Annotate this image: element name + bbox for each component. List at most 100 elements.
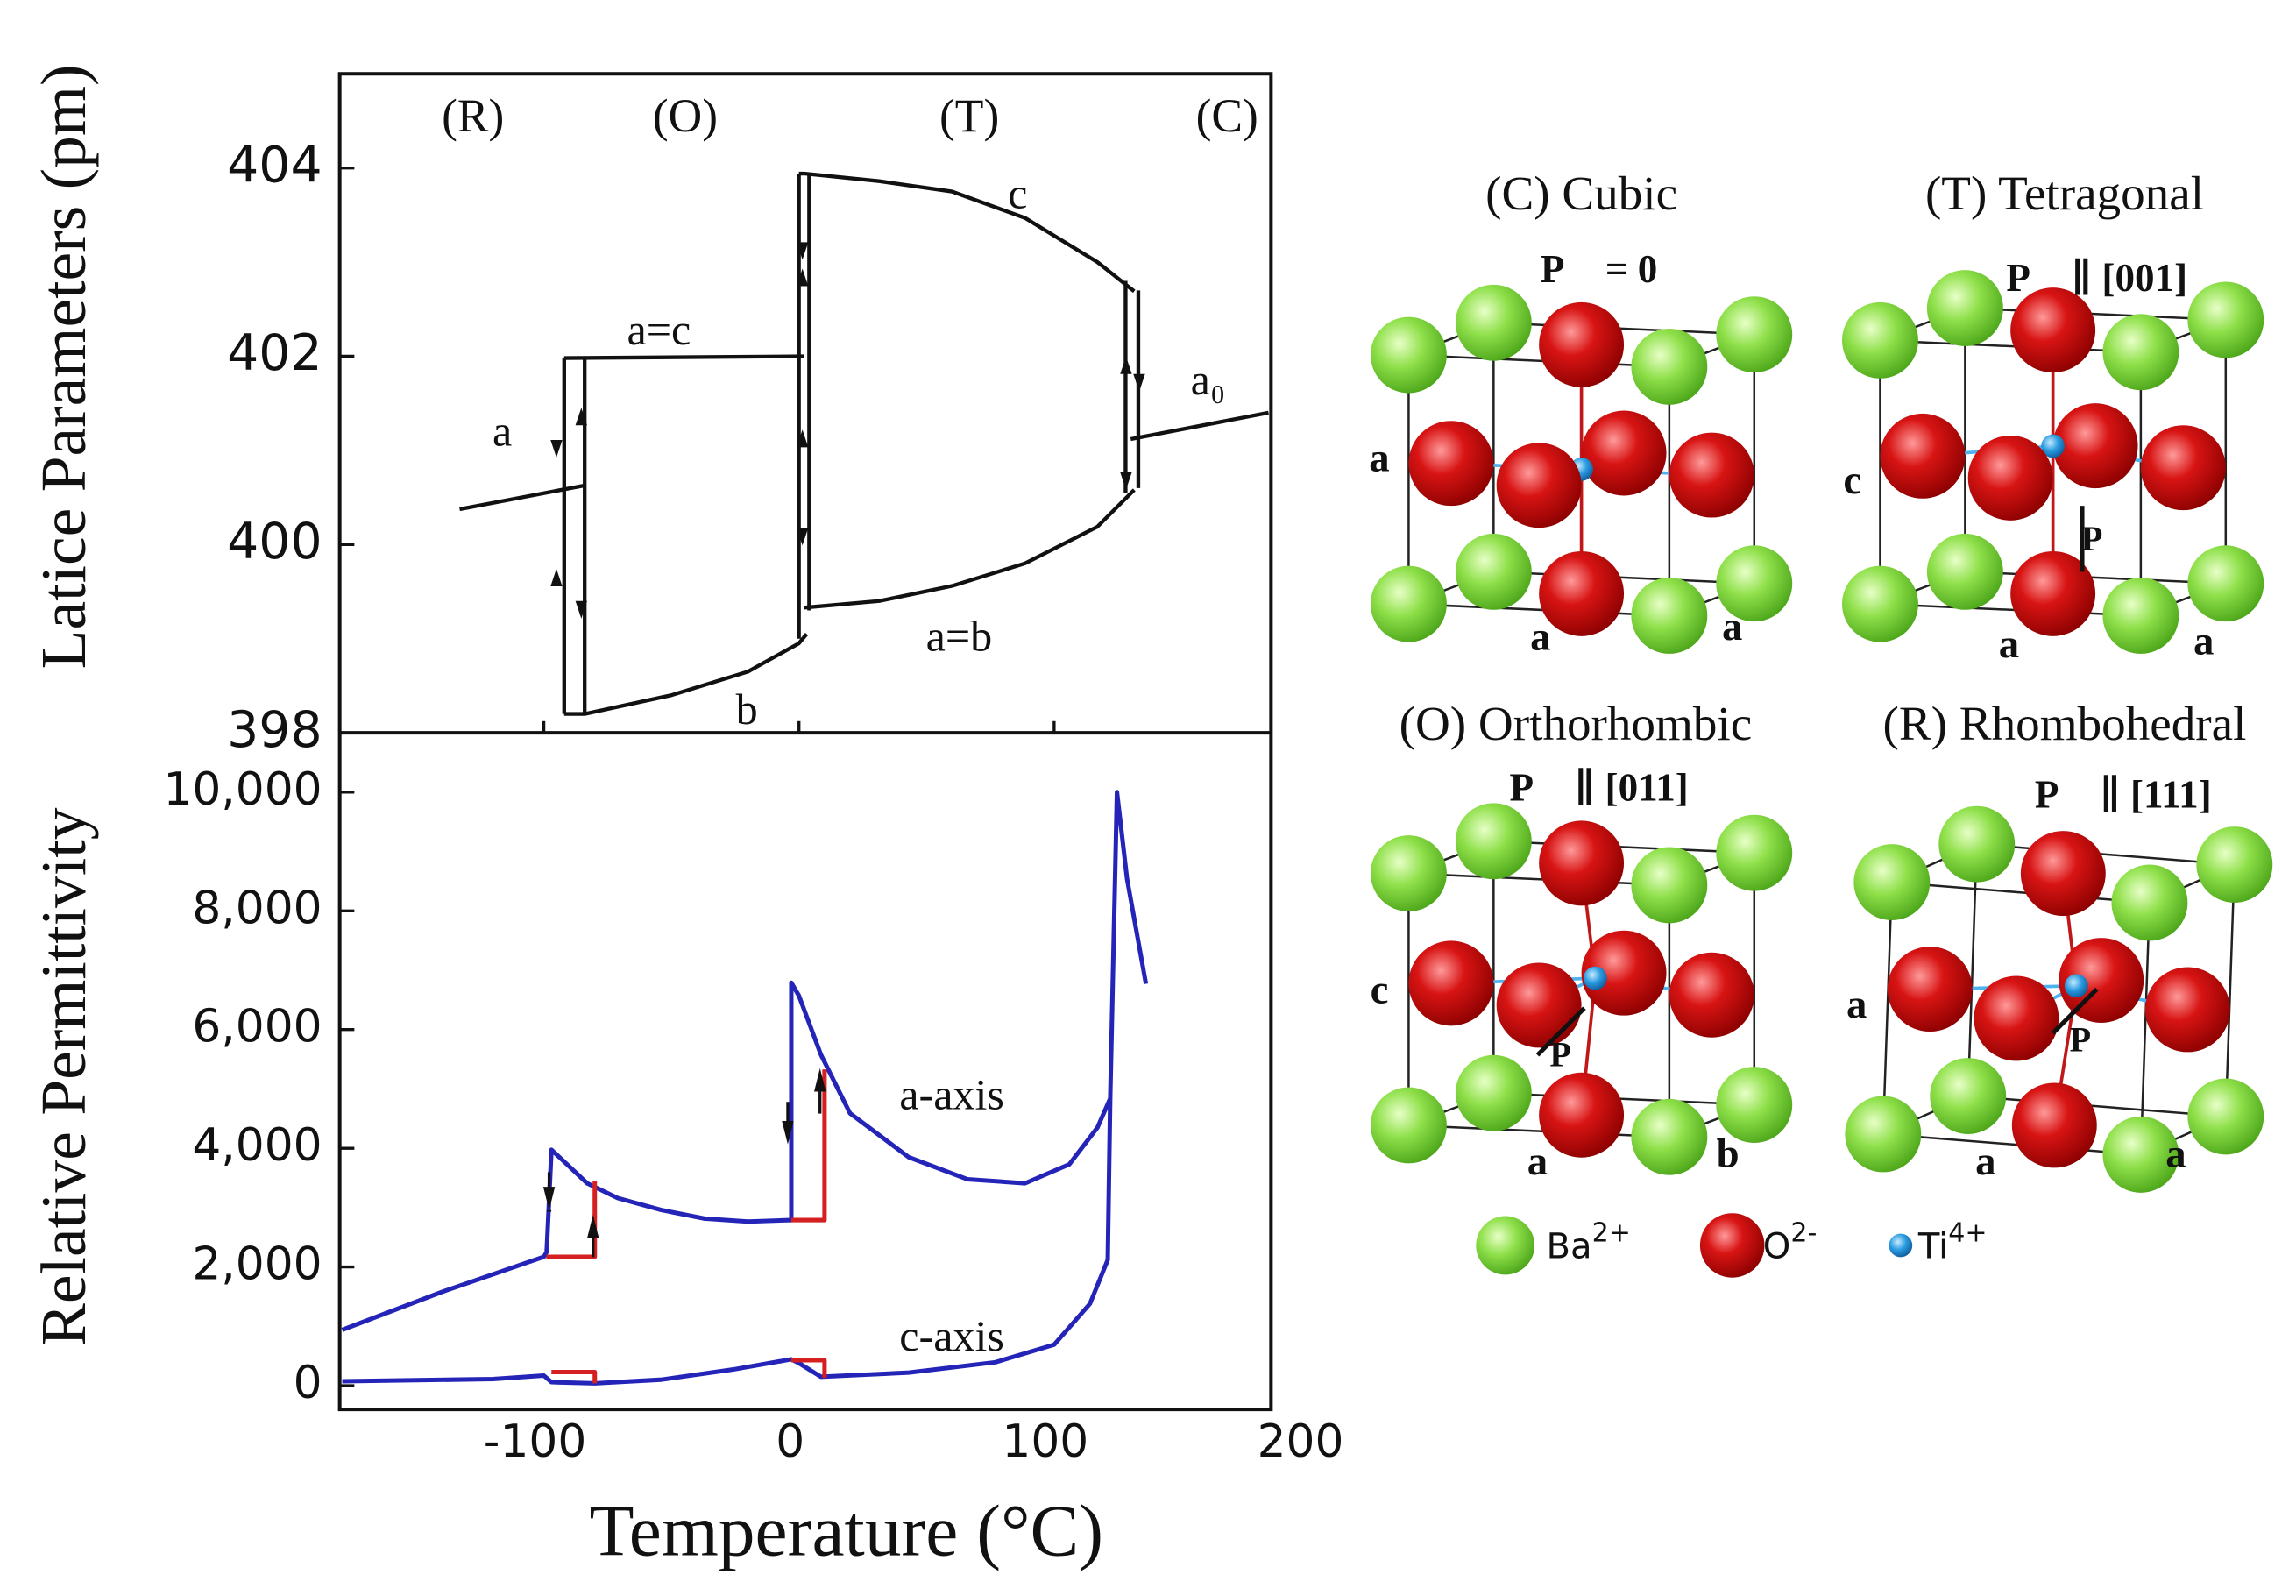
cell-edge bbox=[1493, 1091, 1754, 1106]
ba-atom bbox=[1716, 1067, 1793, 1144]
o-atom bbox=[2059, 938, 2144, 1023]
o-atom bbox=[1669, 432, 1754, 518]
o-atom bbox=[2140, 425, 2226, 511]
arrow bbox=[1133, 373, 1145, 392]
o-atom bbox=[1496, 443, 1582, 528]
charge: 4+ bbox=[1948, 1217, 1987, 1248]
polarization-arrow bbox=[2051, 987, 2099, 1035]
series-label: a-axis bbox=[899, 1069, 1004, 1118]
ba-atom bbox=[1842, 301, 1918, 379]
y-tick-label: 402 bbox=[227, 324, 322, 382]
edge-label: a bbox=[1530, 614, 1550, 660]
cell-edge bbox=[1891, 881, 2151, 904]
ba-atom bbox=[1631, 1098, 1708, 1175]
x-tick-label: 100 bbox=[1002, 1415, 1088, 1468]
y-tick-label: 6,000 bbox=[192, 1001, 322, 1053]
unit-cell bbox=[1370, 284, 1793, 654]
cell-edge bbox=[1976, 842, 2235, 866]
cell-edge bbox=[1880, 602, 2141, 617]
cell-edge bbox=[1493, 571, 1754, 585]
ba-atom bbox=[1370, 1087, 1447, 1164]
series-line bbox=[1130, 410, 1269, 442]
y-tick-label: 404 bbox=[227, 136, 322, 194]
arrow bbox=[542, 1187, 556, 1210]
polarization-arrow bbox=[1535, 1006, 1586, 1057]
vector-label: P⃗ bbox=[2081, 519, 2130, 558]
series-line bbox=[551, 1369, 598, 1384]
ba-atom bbox=[2111, 864, 2188, 941]
ti-atom bbox=[2064, 974, 2088, 998]
ba-atom bbox=[1716, 296, 1793, 373]
o-atom bbox=[2052, 403, 2138, 489]
series-line bbox=[546, 1181, 598, 1259]
o-atom bbox=[1539, 301, 1625, 387]
polarization: P⃗ = 0 bbox=[1541, 247, 1657, 291]
cell-edge bbox=[1965, 307, 2226, 322]
series-label: b bbox=[736, 685, 758, 734]
edge-label: b bbox=[1717, 1131, 1740, 1176]
series-label: c-axis bbox=[899, 1311, 1004, 1360]
x-tick-label: -100 bbox=[484, 1415, 587, 1468]
x-tick-label: 0 bbox=[776, 1415, 804, 1468]
ion: Ti bbox=[1917, 1226, 1948, 1266]
ba-atom bbox=[1631, 578, 1708, 654]
ba-atom bbox=[1631, 847, 1708, 924]
y-tick-label: 2,000 bbox=[192, 1238, 322, 1291]
ba-atom bbox=[1845, 1096, 1922, 1173]
o-atom bbox=[1496, 962, 1582, 1048]
vector-label: P⃗ bbox=[1549, 1034, 1598, 1074]
o-atom bbox=[1539, 550, 1625, 636]
y-tick-label: 10,000 bbox=[163, 763, 322, 816]
polarization: P⃗ ∥ [111] bbox=[2035, 773, 2212, 817]
series-label: a=c bbox=[627, 305, 691, 354]
ba-atom bbox=[2102, 578, 2179, 654]
ba-atom bbox=[1370, 565, 1447, 642]
ti-atom bbox=[1583, 966, 1607, 990]
ba-atom bbox=[2187, 545, 2264, 622]
o-atom bbox=[1887, 947, 1973, 1032]
unit-cell bbox=[1845, 805, 2273, 1193]
ion: Ba bbox=[1546, 1226, 1591, 1266]
o-atom bbox=[2020, 831, 2106, 917]
arrow bbox=[575, 408, 588, 426]
o-atom bbox=[1967, 435, 2053, 521]
edge-label: c bbox=[1371, 967, 1389, 1012]
ba-atom bbox=[1455, 1054, 1532, 1131]
ti-atom bbox=[2041, 434, 2065, 458]
series-line bbox=[804, 488, 1136, 610]
cell-edge bbox=[1493, 840, 1754, 855]
arrow bbox=[796, 268, 809, 287]
ba-atom bbox=[1716, 545, 1793, 622]
series-line bbox=[563, 632, 809, 716]
x-tick-label: 200 bbox=[1258, 1415, 1344, 1468]
o-atom bbox=[1581, 410, 1667, 496]
edge-label: a bbox=[1722, 604, 1742, 649]
y-tick-label: 4,000 bbox=[192, 1119, 322, 1172]
phase-label: (T) bbox=[939, 89, 999, 142]
ba-atom bbox=[2102, 314, 2179, 391]
arrow bbox=[575, 600, 588, 619]
legend-swatch bbox=[1476, 1216, 1535, 1275]
ion: O bbox=[1763, 1226, 1791, 1266]
structure-title: (T) Tetragonal bbox=[1925, 167, 2204, 220]
o-atom bbox=[1539, 820, 1625, 906]
cell-edge bbox=[1408, 1124, 1669, 1138]
arrow bbox=[550, 439, 563, 458]
phase-label: (O) bbox=[653, 89, 718, 142]
ba-atom bbox=[1370, 835, 1447, 911]
arrow bbox=[796, 429, 809, 448]
y-tick-label: 398 bbox=[227, 701, 322, 759]
phase-label: (C) bbox=[1196, 89, 1258, 142]
series-label: a=b bbox=[926, 611, 993, 660]
series-line bbox=[790, 1069, 827, 1223]
cell-edge bbox=[1880, 339, 2141, 353]
y-tick-label: 8,000 bbox=[192, 882, 322, 934]
arrow bbox=[796, 528, 809, 546]
series-label: a₀ bbox=[1191, 355, 1226, 404]
o-atom bbox=[2010, 287, 2096, 373]
o-atom bbox=[2011, 1082, 2097, 1168]
cell-edge bbox=[1882, 1132, 2141, 1156]
legend-label: Ti4+ bbox=[1917, 1217, 1988, 1266]
ba-atom bbox=[1926, 270, 2003, 347]
